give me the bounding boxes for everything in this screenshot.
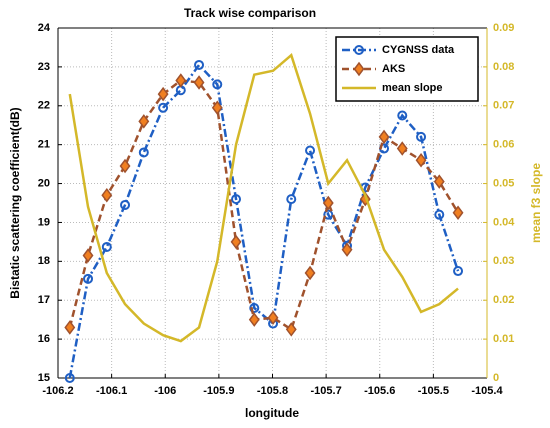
x-tick-label: -105.8 (257, 385, 288, 397)
y2-tick-label: 0.08 (493, 61, 514, 73)
y-tick-label: 22 (38, 100, 50, 112)
y-tick-label: 24 (38, 22, 51, 34)
point (267, 310, 279, 325)
point (82, 248, 94, 263)
chart-title: Track wise comparison (184, 6, 316, 20)
y-tick-label: 21 (38, 139, 50, 151)
y-tick-label: 18 (38, 255, 50, 267)
point (285, 322, 297, 337)
point (305, 145, 316, 156)
point (101, 241, 112, 252)
point (211, 100, 223, 115)
point (194, 59, 205, 70)
x-tick-label: -105.9 (203, 385, 234, 397)
point (341, 242, 353, 257)
point (304, 265, 316, 281)
x-tick-label: -105.7 (311, 385, 342, 397)
point (212, 79, 223, 90)
series-line (68, 53, 459, 343)
point (138, 147, 149, 158)
x-tick-label: -105.5 (418, 385, 449, 397)
y-tick-label: 19 (38, 216, 50, 228)
point (158, 102, 169, 113)
point (397, 110, 408, 121)
point (231, 194, 242, 205)
point (120, 199, 131, 210)
legend-marker (354, 45, 364, 55)
point (322, 195, 334, 211)
legend-label: CYGNSS data (382, 44, 455, 56)
point (286, 194, 297, 205)
point (101, 187, 113, 203)
point (193, 75, 205, 90)
y2-tick-label: 0.06 (493, 139, 514, 151)
y-tick-label: 17 (38, 294, 50, 306)
y2-tick-label: 0.07 (493, 100, 514, 112)
legend-label: AKS (382, 63, 405, 75)
legend-marker (353, 61, 365, 77)
point (83, 273, 94, 284)
x-tick-label: -105.6 (364, 385, 395, 397)
point (175, 73, 187, 88)
series-line (68, 62, 460, 379)
point (396, 141, 408, 156)
series-line (68, 79, 460, 332)
y2-tick-label: 0 (493, 372, 499, 384)
y2-tick-label: 0.05 (493, 177, 514, 189)
point (416, 131, 427, 142)
point (433, 174, 445, 189)
y-axis-label: Bistatic scattering coefficient(dB) (8, 107, 22, 298)
y2-axis-label: mean f3 slope (529, 163, 543, 243)
point (230, 234, 242, 250)
legend-label: mean slope (382, 82, 443, 94)
y-tick-label: 20 (38, 177, 50, 189)
x-tick-label: -106 (154, 385, 176, 397)
x-tick-label: -106.1 (96, 385, 127, 397)
x-axis-label: longitude (245, 406, 299, 420)
point (119, 158, 131, 174)
point (378, 129, 390, 145)
point (64, 373, 75, 383)
y-tick-label: 15 (38, 372, 50, 384)
x-tick-label: -105.4 (471, 385, 503, 397)
y2-tick-label: 0.01 (493, 333, 514, 345)
point (415, 152, 427, 168)
point (248, 312, 260, 327)
y-tick-label: 23 (38, 61, 50, 73)
y-tick-label: 16 (38, 333, 50, 345)
x-tick-label: -106.2 (42, 385, 73, 397)
point (323, 209, 334, 220)
y2-tick-label: 0.03 (493, 255, 514, 267)
point (64, 320, 76, 335)
point (434, 209, 445, 220)
point (453, 266, 464, 277)
y2-tick-label: 0.04 (493, 216, 515, 228)
y2-tick-label: 0.02 (493, 294, 514, 306)
y2-tick-label: 0.09 (493, 22, 514, 34)
point (452, 205, 464, 220)
point (138, 114, 150, 129)
point (157, 86, 169, 102)
